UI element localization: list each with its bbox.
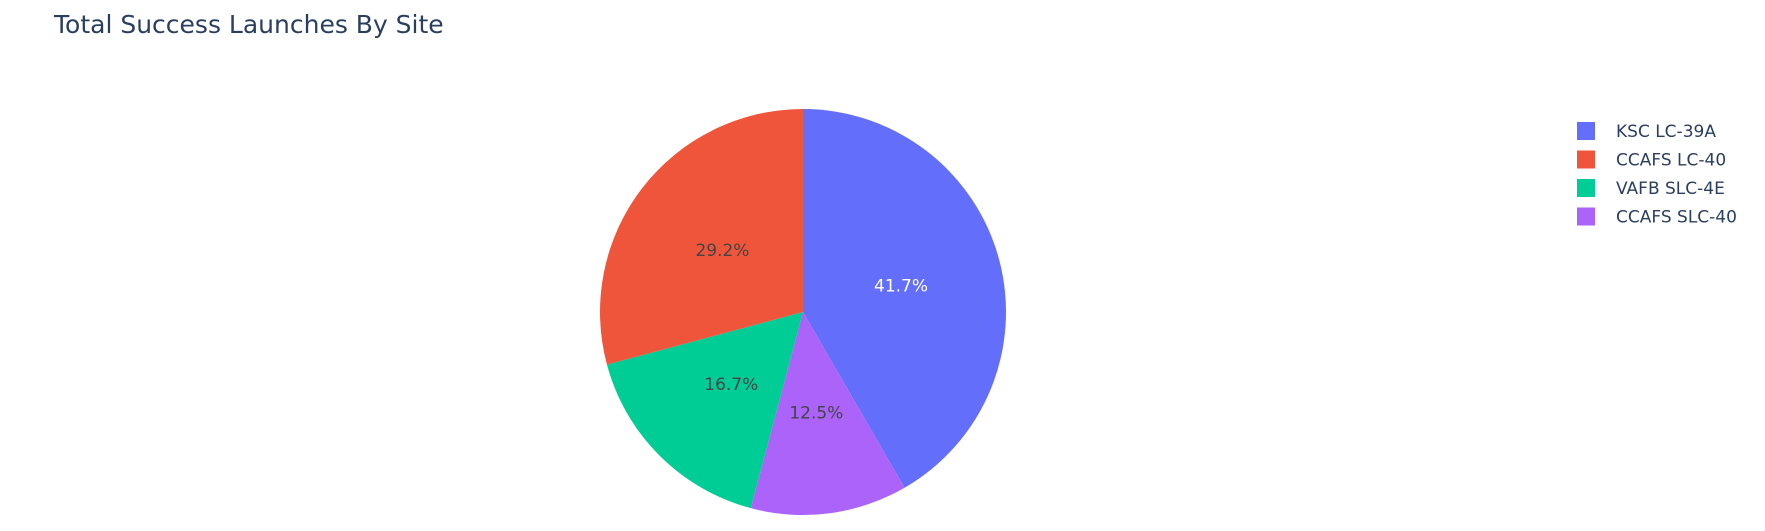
pie-slice-ccafs-slc-40[interactable] [750,312,905,515]
legend-item-ccafs-lc-40[interactable]: CCAFS LC-40 [1577,150,1726,171]
slice-label-ccafs-lc-40: 29.2% [695,241,749,261]
legend-item-ksc-lc-39a[interactable]: KSC LC-39A [1577,122,1716,142]
legend-label-ksc-lc-39a: KSC LC-39A [1616,122,1716,142]
legend-swatch-vafb-slc-4e [1577,179,1595,197]
legend-label-ccafs-lc-40: CCAFS LC-40 [1616,151,1726,171]
legend-swatch-ccafs-slc-40 [1577,207,1595,226]
legend-swatch-ksc-lc-39a [1577,122,1595,140]
legend-item-vafb-slc-4e[interactable]: VAFB SLC-4E [1577,179,1725,199]
legend-label-ccafs-slc-40: CCAFS SLC-40 [1616,208,1737,228]
slice-label-ksc-lc-39a: 41.7% [874,277,928,297]
chart-title: Total Success Launches By Site [53,10,444,39]
legend: KSC LC-39A CCAFS LC-40 VAFB SLC-4E CCAFS SL… [1577,122,1737,228]
pie-slice-labels: 41.7% 12.5% 16.7% 29.2% [695,241,928,423]
pie-slices [600,109,1006,515]
pie-slice-ccafs-lc-40[interactable] [600,109,803,365]
legend-item-ccafs-slc-40[interactable]: CCAFS SLC-40 [1577,207,1737,228]
slice-label-vafb-slc-4e: 16.7% [704,375,758,395]
legend-label-vafb-slc-4e: VAFB SLC-4E [1616,179,1725,199]
pie-slice-vafb-slc-4e[interactable] [606,312,803,509]
pie-slice-ksc-lc-39a[interactable] [803,109,1006,488]
legend-swatch-ccafs-lc-40 [1577,150,1595,169]
slice-label-ccafs-slc-40: 12.5% [789,404,843,424]
